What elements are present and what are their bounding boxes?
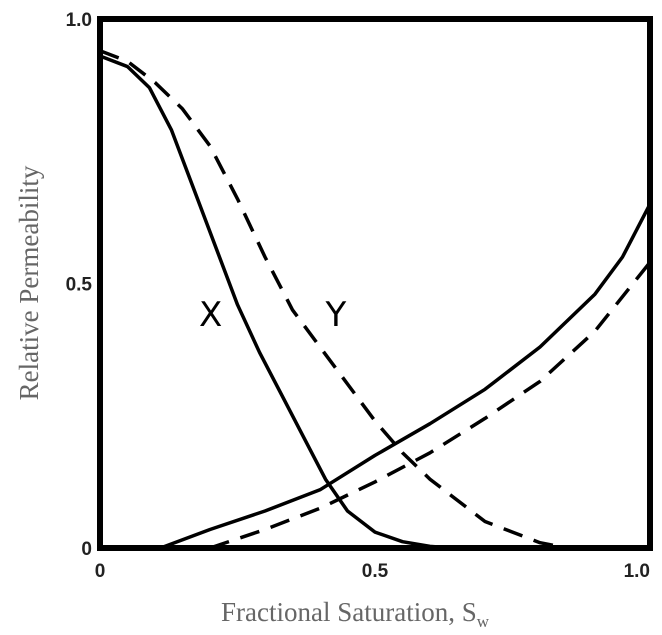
- curve-4-dashed: [209, 261, 652, 550]
- curve-1-solid: [99, 54, 453, 550]
- x-axis-title: Fractional Saturation, Sw: [221, 597, 490, 631]
- curve-label-x: X: [199, 295, 222, 335]
- curve-label-y: Y: [325, 295, 347, 335]
- x-tick-label: 0: [95, 561, 106, 582]
- tick-labels: 0 0.5 1.0 0 0.5 1.0: [66, 10, 650, 582]
- curves-layer: [99, 49, 652, 550]
- x-tick-label: 0.5: [362, 561, 389, 582]
- y-tick-label: 0.5: [66, 275, 93, 296]
- y-axis-title: Relative Permeability: [14, 165, 44, 400]
- x-axis-title-subscript: w: [477, 612, 490, 631]
- y-tick-label: 1.0: [66, 10, 92, 31]
- curve-2-dashed: [99, 49, 568, 550]
- x-axis-title-main: Fractional Saturation, S: [221, 597, 477, 627]
- y-tick-label: 0: [81, 539, 92, 560]
- x-tick-label: 1.0: [624, 561, 650, 582]
- plot-frame: [97, 16, 653, 551]
- curve-3-solid: [159, 203, 652, 550]
